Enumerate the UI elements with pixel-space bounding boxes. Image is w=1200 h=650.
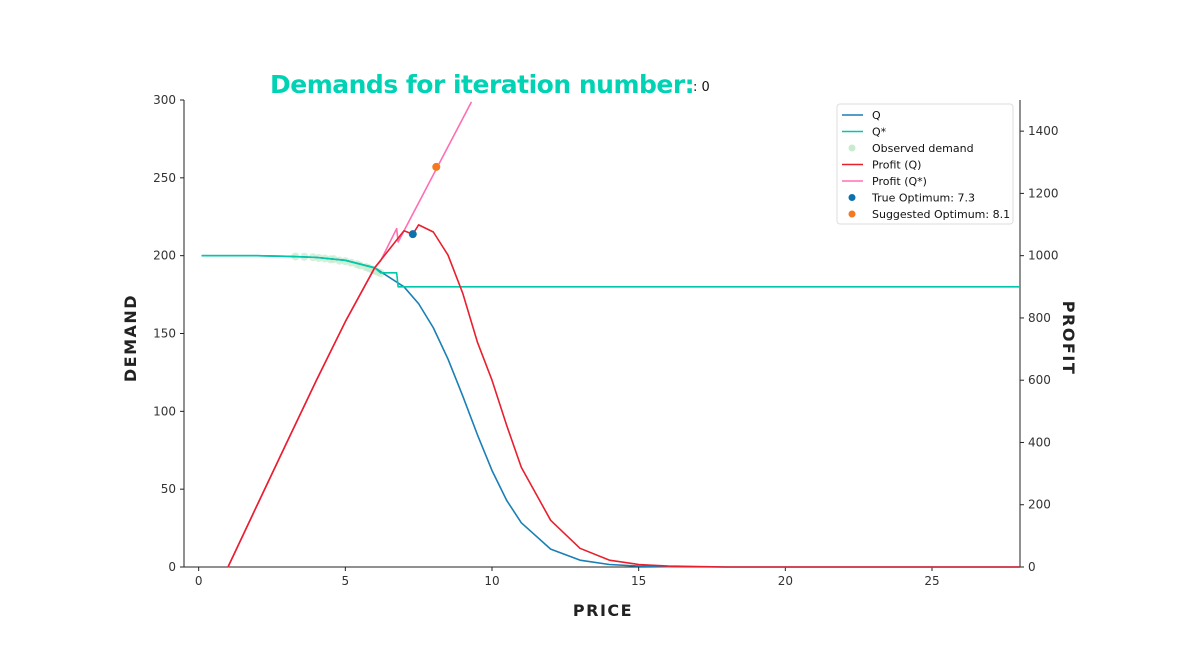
y2-tick-label: 400: [1028, 435, 1051, 449]
profit-q-line: [227, 101, 473, 568]
y-tick-label: 150: [153, 327, 176, 341]
y2-tick-label: 200: [1028, 498, 1051, 512]
x-tick-label: 20: [778, 574, 793, 588]
legend-marker: [848, 210, 856, 218]
chart-title: Demands for iteration number:: [270, 70, 695, 99]
x-axis-label: PRICE: [573, 601, 633, 620]
legend-label: Q: [872, 109, 881, 122]
q-line: [201, 254, 1020, 568]
suggested-optimum-8-1-marker: [432, 162, 441, 171]
profit-q-line: [227, 224, 1020, 568]
legend-label: Profit (Q*): [872, 175, 927, 188]
y-tick-label: 50: [161, 482, 176, 496]
y-tick-label: 250: [153, 171, 176, 185]
y-tick-label: 200: [153, 249, 176, 263]
axes: 0 5 10 15 20 25050100150200250300020040060080…: [153, 93, 1058, 588]
legend-label: Suggested Optimum: 8.1: [872, 208, 1010, 221]
legend-label: Observed demand: [872, 142, 974, 155]
x-tick-label: 5: [342, 574, 350, 588]
y2-axis-label: PROFIT: [1059, 301, 1078, 375]
y2-tick-label: 1200: [1028, 186, 1059, 200]
legend-box: [836, 103, 1014, 225]
x-tick-label: 25: [924, 574, 939, 588]
legend-marker: [848, 194, 856, 201]
iteration-number: : 0: [693, 80, 710, 95]
y2-tick-label: 800: [1028, 311, 1051, 325]
y2-tick-label: 0: [1028, 560, 1036, 574]
plot-area: [201, 101, 1020, 568]
y-tick-label: 0: [168, 560, 176, 574]
y2-tick-label: 1000: [1028, 249, 1059, 263]
observed-demand-point: [335, 256, 344, 265]
y-tick-label: 300: [153, 93, 176, 107]
x-tick-label: 0: [195, 574, 203, 588]
y-axis-label: DEMAND: [121, 294, 140, 382]
legend-label: Profit (Q): [872, 159, 921, 172]
x-tick-label: 10: [484, 574, 499, 588]
legend-label: Q*: [872, 126, 887, 139]
y-tick-label: 100: [153, 404, 176, 418]
legend-marker: [848, 144, 856, 152]
q-line: [201, 254, 1020, 288]
y2-tick-label: 1400: [1028, 124, 1059, 138]
true-optimum-7-3-marker: [408, 230, 417, 239]
legend-label: True Optimum: 7.3: [871, 192, 975, 205]
x-tick-label: 15: [631, 574, 646, 588]
legend: Q Q* Observed demand Profit (Q) Profit (Q*) T…: [836, 103, 1014, 225]
y2-tick-label: 600: [1028, 373, 1051, 387]
